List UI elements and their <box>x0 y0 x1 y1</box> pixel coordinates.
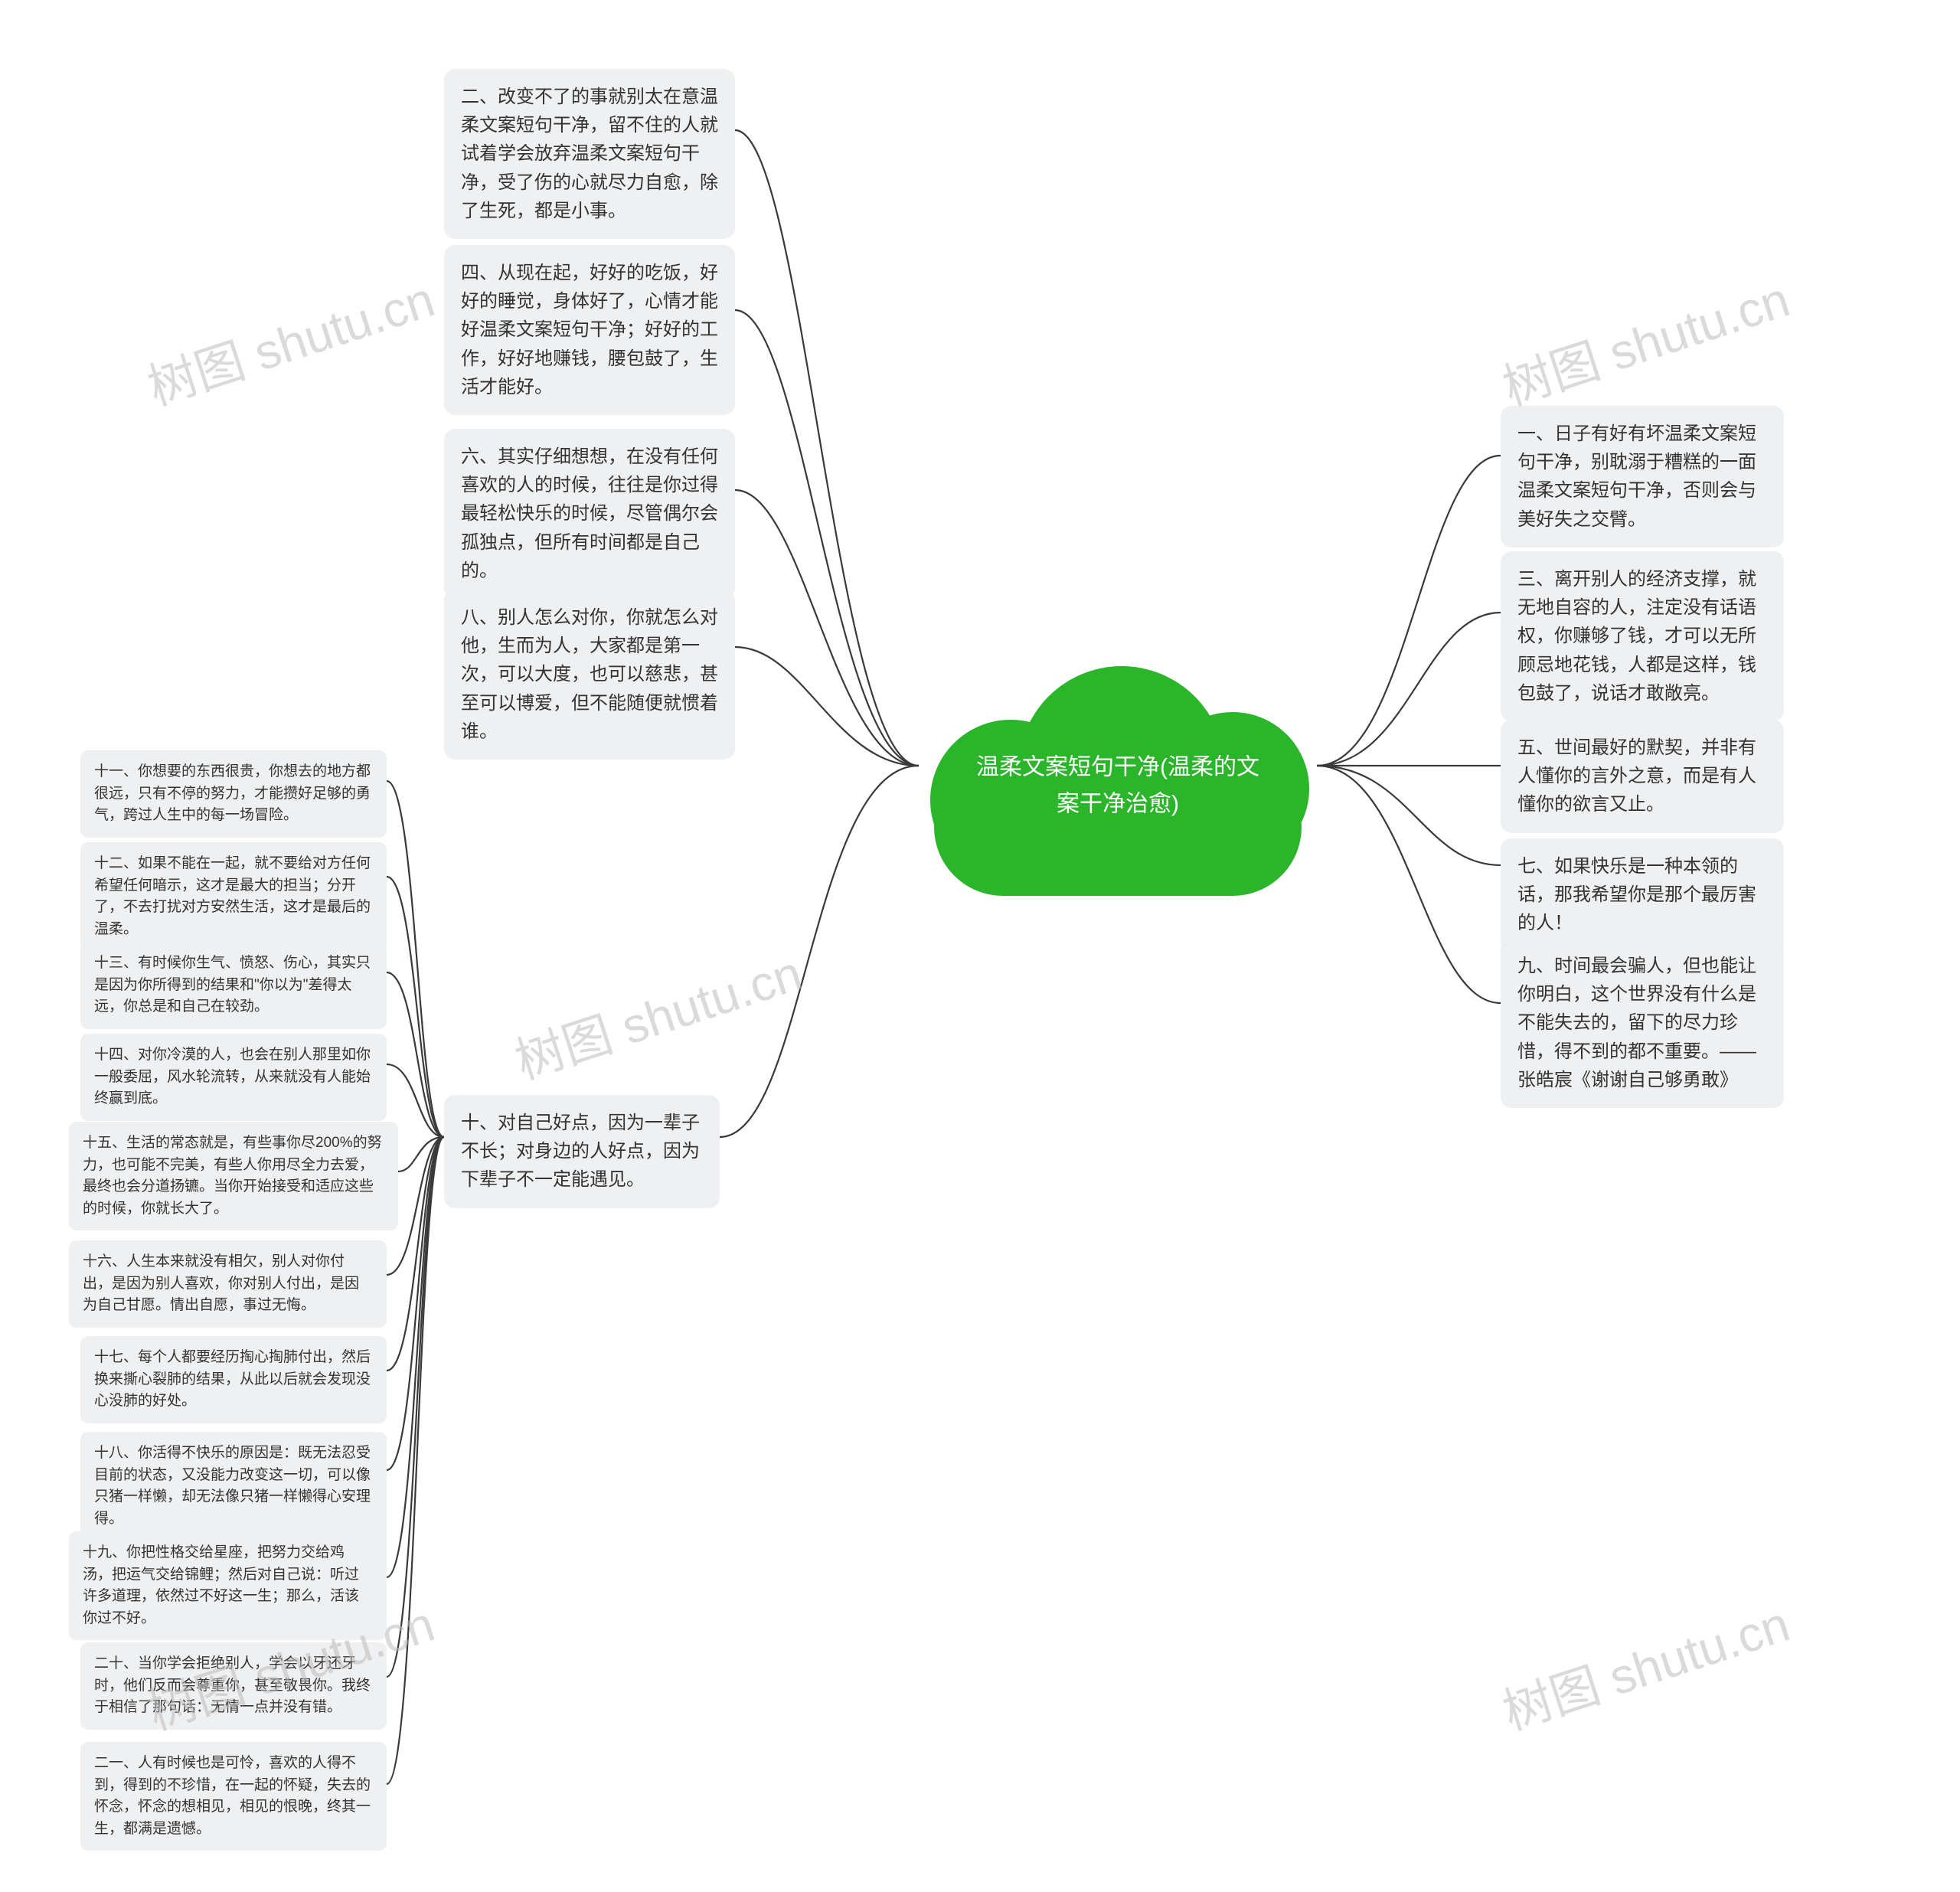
node-n2: 二、改变不了的事就别太在意温柔文案短句干净，留不住的人就试着学会放弃温柔文案短句… <box>444 69 735 239</box>
node-n8: 八、别人怎么对你，你就怎么对他，生而为人，大家都是第一次，可以大度，也可以慈悲，… <box>444 590 735 760</box>
node-n12: 十二、如果不能在一起，就不要给对方任何希望任何暗示，这才是最大的担当；分开了，不… <box>80 842 387 951</box>
node-n21: 二一、人有时候也是可怜，喜欢的人得不到，得到的不珍惜，在一起的怀疑，失去的怀念，… <box>80 1742 387 1851</box>
node-n20: 二十、当你学会拒绝别人，学会以牙还牙时，他们反而会尊重你，甚至敬畏你。我终于相信… <box>80 1642 387 1730</box>
node-n13: 十三、有时候你生气、愤怒、伤心，其实只是因为你所得到的结果和"你以为"差得太远，… <box>80 942 387 1029</box>
node-n14: 十四、对你冷漠的人，也会在别人那里如你一般委屈，风水轮流转，从来就没有人能始终赢… <box>80 1034 387 1121</box>
node-n11: 十一、你想要的东西很贵，你想去的地方都很远，只有不停的努力，才能攒好足够的勇气，… <box>80 750 387 838</box>
edge-n10-n11 <box>387 781 444 1137</box>
edge-central-left-n4 <box>735 310 919 766</box>
central-title: 温柔文案短句干净(温柔的文案干净治愈) <box>903 750 1332 823</box>
edge-central-left-n6 <box>735 490 919 766</box>
edge-central-left-n2 <box>735 130 919 766</box>
node-n7: 七、如果快乐是一种本领的话，那我希望你是那个最厉害的人！ <box>1501 838 1784 952</box>
node-n5: 五、世间最好的默契，并非有人懂你的言外之意，而是有人懂你的欲言又止。 <box>1501 720 1784 833</box>
edge-central-right-n9 <box>1317 766 1501 1003</box>
node-n10: 十、对自己好点，因为一辈子不长；对身边的人好点，因为下辈子不一定能遇见。 <box>444 1095 720 1208</box>
node-n9: 九、时间最会骗人，但也能让你明白，这个世界没有什么是不能失去的，留下的尽力珍惜，… <box>1501 938 1784 1108</box>
edge-central-left-n10 <box>720 766 919 1137</box>
node-n4: 四、从现在起，好好的吃饭，好好的睡觉，身体好了，心情才能好温柔文案短句干净；好好… <box>444 245 735 415</box>
node-n1: 一、日子有好有坏温柔文案短句干净，别耽溺于糟糕的一面温柔文案短句干净，否则会与美… <box>1501 406 1784 547</box>
mindmap-canvas: 温柔文案短句干净(温柔的文案干净治愈) 二、改变不了的事就别太在意温柔文案短句干… <box>0 0 1960 1892</box>
edge-central-right-n7 <box>1317 766 1501 865</box>
edge-central-right-n1 <box>1317 456 1501 766</box>
node-n3: 三、离开别人的经济支撑，就无地自容的人，注定没有话语权，你赚够了钱，才可以无所顾… <box>1501 551 1784 721</box>
node-n19: 十九、你把性格交给星座，把努力交给鸡汤，把运气交给锦鲤；然后对自己说：听过许多道… <box>69 1531 387 1640</box>
central-cloud-node: 温柔文案短句干净(温柔的文案干净治愈) <box>903 636 1332 911</box>
node-n16: 十六、人生本来就没有相欠，别人对你付出，是因为别人喜欢，你对别人付出，是因为自己… <box>69 1240 387 1328</box>
node-n15: 十五、生活的常态就是，有些事你尽200%的努力，也可能不完美，有些人你用尽全力去… <box>69 1122 398 1230</box>
node-n18: 十八、你活得不快乐的原因是：既无法忍受目前的状态，又没能力改变这一切，可以像只猪… <box>80 1432 387 1541</box>
node-n6: 六、其实仔细想想，在没有任何喜欢的人的时候，往往是你过得最轻松快乐的时候，尽管偶… <box>444 429 735 599</box>
edge-central-right-n3 <box>1317 613 1501 766</box>
node-n17: 十七、每个人都要经历掏心掏肺付出，然后换来撕心裂肺的结果，从此以后就会发现没心没… <box>80 1336 387 1423</box>
